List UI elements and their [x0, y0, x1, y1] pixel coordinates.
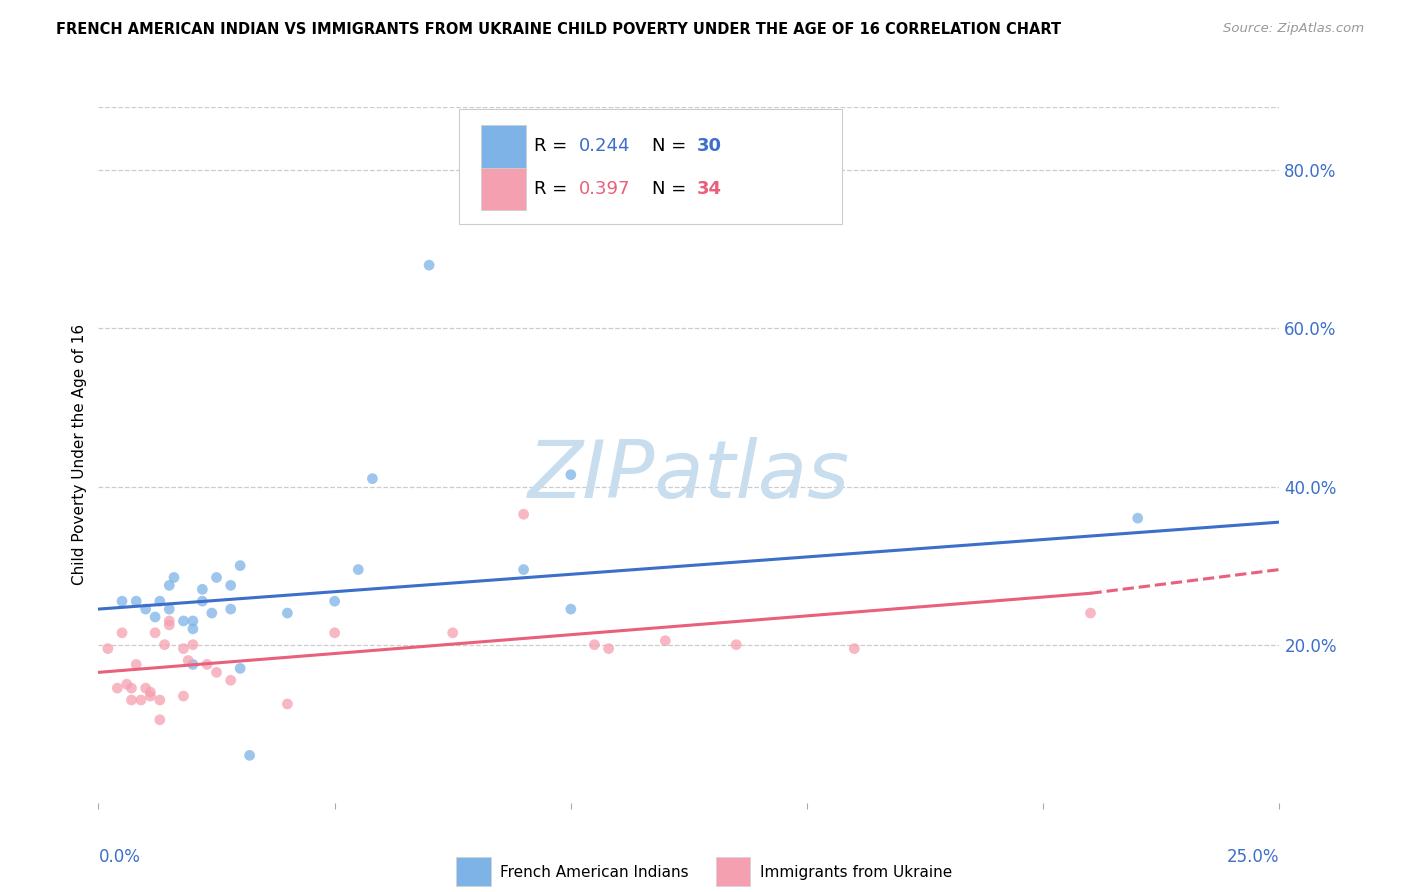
Point [157, 614, 180, 628]
Point [219, 673, 242, 688]
Text: 0.244: 0.244 [579, 137, 631, 155]
Point [205, 665, 228, 680]
Point [191, 582, 214, 597]
Point [143, 610, 166, 624]
Text: 30: 30 [697, 137, 723, 155]
Point [323, 625, 346, 640]
Point [135, 602, 157, 616]
FancyBboxPatch shape [716, 857, 751, 887]
Point [125, 657, 148, 672]
Text: 34: 34 [697, 179, 723, 198]
Point [361, 472, 384, 486]
Point [105, 681, 128, 695]
Text: R =: R = [534, 179, 574, 198]
Point [172, 641, 194, 656]
Text: ZIPatlas: ZIPatlas [527, 437, 851, 515]
Point [157, 578, 180, 592]
Text: French American Indians: French American Indians [501, 865, 689, 880]
Point [157, 618, 180, 632]
Point [276, 697, 298, 711]
Point [191, 594, 214, 608]
Point [583, 638, 606, 652]
Point [97, 641, 120, 656]
Y-axis label: Child Poverty Under the Age of 16: Child Poverty Under the Age of 16 [72, 325, 87, 585]
Point [139, 685, 162, 699]
Point [181, 657, 204, 672]
Text: Immigrants from Ukraine: Immigrants from Ukraine [759, 865, 952, 880]
Point [121, 681, 143, 695]
Point [239, 748, 262, 763]
Point [219, 578, 242, 592]
Point [149, 693, 172, 707]
Point [111, 594, 134, 608]
Point [219, 602, 242, 616]
Point [143, 625, 166, 640]
Text: R =: R = [534, 137, 574, 155]
Point [229, 558, 252, 573]
Point [1080, 606, 1102, 620]
Point [149, 713, 172, 727]
Point [121, 693, 143, 707]
Point [111, 625, 134, 640]
Point [441, 625, 464, 640]
Text: FRENCH AMERICAN INDIAN VS IMMIGRANTS FROM UKRAINE CHILD POVERTY UNDER THE AGE OF: FRENCH AMERICAN INDIAN VS IMMIGRANTS FRO… [56, 22, 1062, 37]
Point [418, 258, 440, 272]
FancyBboxPatch shape [457, 857, 491, 887]
Point [163, 570, 186, 584]
Point [654, 633, 676, 648]
Point [181, 622, 204, 636]
Point [560, 467, 582, 482]
Text: 25.0%: 25.0% [1227, 848, 1279, 866]
Point [153, 638, 176, 652]
Point [135, 681, 157, 695]
Point [512, 563, 534, 577]
Text: 0.397: 0.397 [579, 179, 631, 198]
Point [347, 563, 370, 577]
Point [323, 594, 346, 608]
FancyBboxPatch shape [481, 168, 526, 210]
Point [598, 641, 620, 656]
Point [1126, 511, 1149, 525]
Point [115, 677, 138, 691]
Text: Source: ZipAtlas.com: Source: ZipAtlas.com [1223, 22, 1364, 36]
Point [560, 602, 582, 616]
Point [195, 657, 218, 672]
Point [205, 570, 228, 584]
Point [276, 606, 298, 620]
Point [844, 641, 866, 656]
Point [181, 614, 204, 628]
Point [201, 606, 224, 620]
Point [172, 689, 194, 703]
Point [129, 693, 152, 707]
Point [181, 638, 204, 652]
Point [149, 594, 172, 608]
Text: N =: N = [652, 137, 692, 155]
Point [229, 661, 252, 675]
Point [512, 507, 534, 521]
FancyBboxPatch shape [458, 109, 842, 224]
Text: 0.0%: 0.0% [98, 848, 141, 866]
Text: N =: N = [652, 179, 692, 198]
Point [725, 638, 748, 652]
Point [157, 602, 180, 616]
Point [125, 594, 148, 608]
Point [172, 614, 194, 628]
Point [139, 689, 162, 703]
Point [177, 653, 200, 667]
FancyBboxPatch shape [481, 125, 526, 168]
